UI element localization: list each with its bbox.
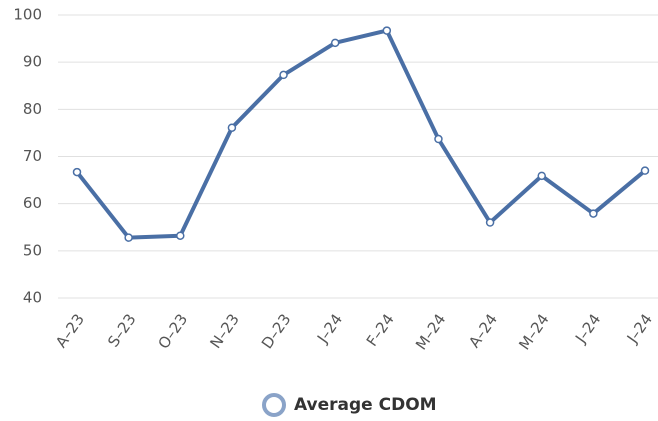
x-tick-label: J–24: [313, 311, 346, 348]
point: [589, 209, 598, 218]
legend-symbol: [262, 393, 286, 417]
y-tick-label: 80: [23, 100, 42, 118]
x-tick-label: A–23: [52, 311, 88, 352]
legend-label: Average CDOM: [294, 395, 437, 415]
x-tick-label: M–24: [412, 311, 449, 354]
y-tick-label: 60: [23, 194, 42, 212]
line-series: [75, 28, 647, 240]
y-tick-label: 70: [23, 147, 42, 165]
point: [485, 218, 495, 227]
point: [279, 70, 288, 80]
y-tick-label: 40: [23, 289, 42, 307]
point: [72, 167, 82, 177]
y-tick-label: 50: [23, 241, 42, 259]
x-tick-label: D–23: [258, 311, 295, 353]
point: [537, 171, 546, 181]
point: [382, 26, 392, 35]
x-tick-label: O–23: [154, 311, 191, 353]
y-tick-label: 90: [23, 53, 42, 71]
y-tick-label: 100: [13, 6, 42, 24]
x-tick-label: J–24: [571, 311, 604, 348]
point: [124, 233, 133, 242]
x-tick-label: F–24: [363, 311, 398, 350]
x-tick-label: M–24: [515, 311, 552, 354]
point: [176, 231, 185, 240]
x-tick-label: N–23: [206, 311, 242, 352]
point: [640, 166, 650, 175]
x-tick-label: J–24: [623, 311, 656, 348]
x-tick-label: S–23: [104, 311, 139, 351]
point: [434, 134, 443, 144]
point: [227, 123, 237, 132]
point: [330, 38, 340, 48]
x-tick-label: A–24: [465, 311, 501, 352]
